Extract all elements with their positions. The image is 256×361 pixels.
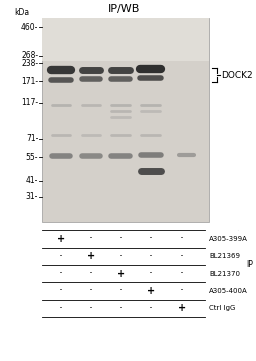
Text: ·: ·: [119, 250, 123, 263]
Text: 55-: 55-: [26, 153, 38, 161]
Text: ·: ·: [149, 250, 153, 263]
Text: 31-: 31-: [26, 192, 38, 201]
Text: 41-: 41-: [26, 176, 38, 185]
Text: +: +: [147, 286, 155, 296]
Text: +: +: [117, 269, 125, 279]
Text: ·: ·: [180, 267, 184, 280]
Text: DOCK2: DOCK2: [221, 71, 253, 79]
Text: A305-400A: A305-400A: [209, 288, 248, 294]
Text: ·: ·: [149, 302, 153, 315]
Text: ·: ·: [180, 284, 184, 297]
Text: +: +: [57, 234, 65, 244]
Text: BL21369: BL21369: [209, 253, 240, 259]
Text: ·: ·: [119, 232, 123, 245]
Text: 460-: 460-: [21, 23, 38, 31]
Text: ·: ·: [89, 267, 93, 280]
Bar: [42, 18, 209, 61]
Text: ·: ·: [59, 267, 63, 280]
Text: ·: ·: [89, 302, 93, 315]
Text: 117-: 117-: [21, 99, 38, 107]
Text: ·: ·: [59, 250, 63, 263]
Text: BL21370: BL21370: [209, 271, 240, 277]
Text: IP/WB: IP/WB: [108, 4, 141, 14]
Text: ·: ·: [180, 250, 184, 263]
Text: ·: ·: [119, 302, 123, 315]
Text: 71-: 71-: [26, 135, 38, 143]
Text: +: +: [87, 251, 95, 261]
Text: ·: ·: [149, 232, 153, 245]
Text: Ctrl IgG: Ctrl IgG: [209, 305, 236, 311]
Text: ·: ·: [89, 284, 93, 297]
Text: ·: ·: [59, 284, 63, 297]
Text: A305-399A: A305-399A: [209, 236, 248, 242]
Bar: [42, 18, 209, 222]
Text: ·: ·: [89, 232, 93, 245]
Text: IP: IP: [247, 261, 253, 269]
Text: ·: ·: [59, 302, 63, 315]
Text: ·: ·: [119, 284, 123, 297]
Text: +: +: [178, 303, 186, 313]
Text: ·: ·: [149, 267, 153, 280]
Text: 238-: 238-: [21, 59, 38, 68]
Text: 171-: 171-: [21, 77, 38, 86]
Text: 268-: 268-: [21, 52, 38, 60]
Text: ·: ·: [180, 232, 184, 245]
Text: kDa: kDa: [14, 8, 29, 17]
